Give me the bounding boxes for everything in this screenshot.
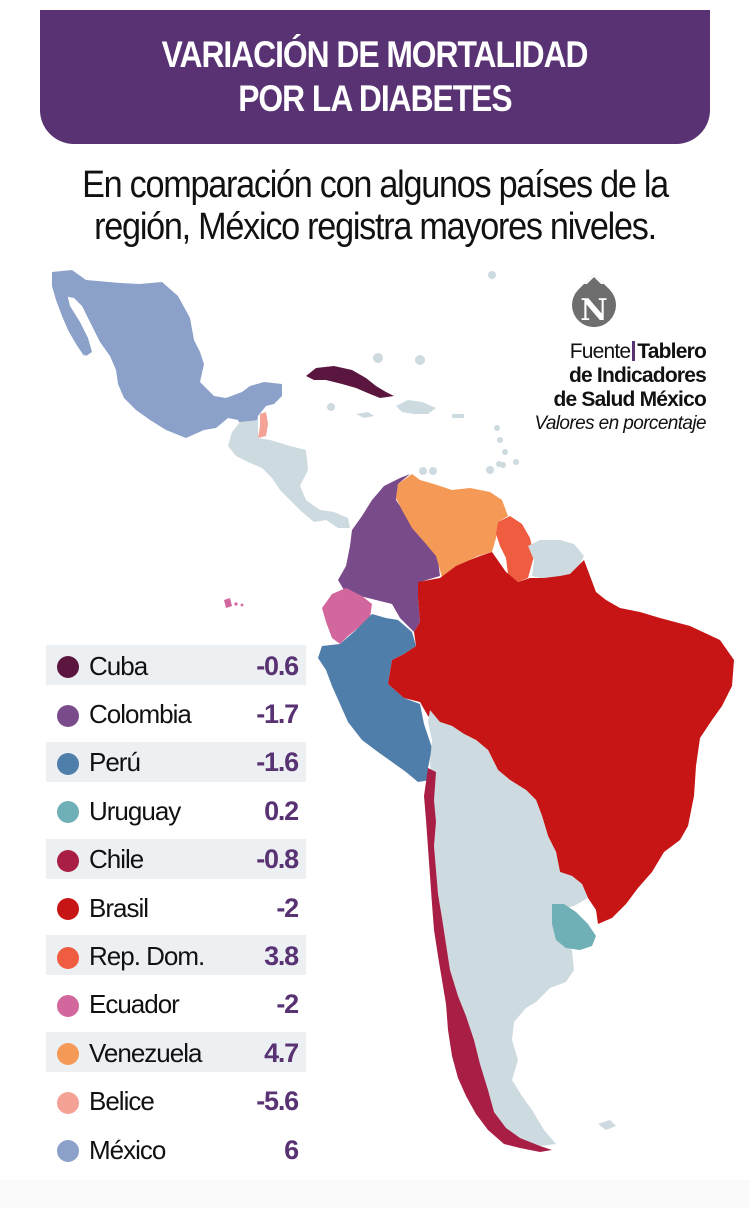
legend-row-colombia: Colombia -1.7 (46, 691, 310, 739)
legend-country: Venezuela (89, 1037, 202, 1068)
legend-value: -0.6 (256, 650, 299, 681)
subtitle-line-2: región, México registra mayores niveles. (94, 206, 657, 248)
legend-row-uruguay: Uruguay 0.2 (46, 788, 310, 836)
legend-row-cuba: Cuba -0.6 (46, 643, 310, 691)
country-brazil (388, 552, 734, 924)
country-chile (424, 768, 552, 1152)
legend-value: -5.6 (256, 1086, 299, 1117)
island (486, 466, 494, 474)
units-note: Valores en porcentaje (534, 413, 706, 434)
legend-value: 6 (284, 1134, 299, 1165)
legend-country: Colombia (89, 699, 192, 730)
legend-country: Uruguay (89, 795, 181, 826)
legend-country: Cuba (89, 650, 148, 681)
legend-row-venezuela: Venezuela 4.7 (46, 1030, 310, 1078)
legend-swatch (57, 801, 79, 824)
island (502, 449, 508, 455)
source-name-line-1: Tablero (637, 340, 706, 363)
legend-value: -1.6 (256, 747, 299, 778)
footer-strip (0, 1180, 750, 1208)
legend-value: -2 (276, 892, 299, 923)
latin-america-map (52, 270, 734, 1152)
legend-swatch (57, 994, 79, 1017)
island (494, 425, 500, 431)
source-divider (632, 341, 636, 361)
falkland-islands (598, 1120, 616, 1130)
country-peru (318, 614, 432, 782)
island (497, 437, 503, 443)
legend-swatch (57, 752, 79, 775)
legend-country: Brasil (89, 892, 149, 923)
legend-swatch (57, 704, 79, 727)
island (327, 403, 335, 411)
legend-country: Ecuador (89, 989, 180, 1020)
legend-row-mexico: México 6 (46, 1127, 310, 1175)
legend-row-chile: Chile -0.8 (46, 837, 310, 885)
island (513, 459, 519, 465)
galapagos-island (234, 602, 238, 606)
legend-swatch (57, 849, 79, 872)
island (500, 462, 506, 468)
island (415, 355, 425, 365)
galapagos-island (240, 603, 244, 607)
source-name-line-2: de Indicadores (568, 364, 707, 387)
legend-swatch (57, 1043, 79, 1066)
legend-swatch (57, 946, 79, 969)
title-line-2: POR LA DIABETES (238, 78, 512, 119)
legend-swatch (57, 1091, 79, 1114)
galapagos (224, 598, 232, 608)
newspaper-logo-icon: N (572, 274, 616, 328)
island (419, 467, 427, 475)
island (429, 467, 437, 475)
legend-row-brasil: Brasil -2 (46, 885, 310, 933)
legend: Cuba -0.6 Colombia -1.7 Perú -1.6 Urugua… (46, 643, 310, 1175)
legend-country: Perú (89, 747, 141, 778)
country-mexico-baja (54, 276, 92, 356)
island (373, 353, 383, 363)
legend-value: 0.2 (264, 795, 299, 826)
legend-country: México (89, 1134, 166, 1165)
country-colombia (338, 474, 440, 632)
country-central-america (228, 420, 350, 528)
country-belize (258, 412, 268, 438)
legend-country: Chile (89, 844, 144, 875)
country-guyana (496, 516, 534, 582)
legend-swatch (57, 656, 79, 679)
legend-value: -0.8 (256, 844, 299, 875)
title-banner: VARIACIÓN DE MORTALIDAD POR LA DIABETES (40, 10, 710, 144)
source-block: Fuente Tablero de Indicadores de Salud Mé… (496, 340, 706, 436)
legend-value: -2 (276, 989, 299, 1020)
country-uruguay (552, 904, 596, 950)
legend-row-peru: Perú -1.6 (46, 740, 310, 788)
legend-row-belice: Belice -5.6 (46, 1079, 310, 1127)
country-ecuador (322, 588, 372, 644)
country-venezuela (396, 474, 508, 586)
legend-swatch (57, 898, 79, 921)
legend-value: 4.7 (264, 1037, 299, 1068)
legend-value: 3.8 (264, 941, 299, 972)
legend-country: Rep. Dom. (89, 941, 205, 972)
country-puerto-rico (452, 414, 464, 418)
source-name-line-3: de Salud México (553, 388, 706, 411)
country-mexico (52, 270, 282, 438)
subtitle: En comparación con algunos países de la … (0, 164, 750, 248)
country-bolivia-paraguay-argentina (428, 710, 588, 1146)
legend-swatch (57, 1140, 79, 1163)
legend-value: -1.7 (256, 699, 299, 730)
island (488, 271, 496, 279)
legend-row-rep-dom: Rep. Dom. 3.8 (46, 933, 310, 981)
svg-text:N: N (580, 293, 607, 328)
title-line-1: VARIACIÓN DE MORTALIDAD (162, 34, 589, 75)
country-jamaica (356, 412, 374, 418)
country-cuba (306, 366, 394, 398)
source-label: Fuente (569, 340, 631, 363)
country-suriname-guiana (528, 540, 584, 580)
country-hispaniola (396, 400, 436, 414)
legend-row-ecuador: Ecuador -2 (46, 982, 310, 1030)
subtitle-line-1: En comparación con algunos países de la (82, 164, 669, 206)
legend-country: Belice (89, 1086, 155, 1117)
